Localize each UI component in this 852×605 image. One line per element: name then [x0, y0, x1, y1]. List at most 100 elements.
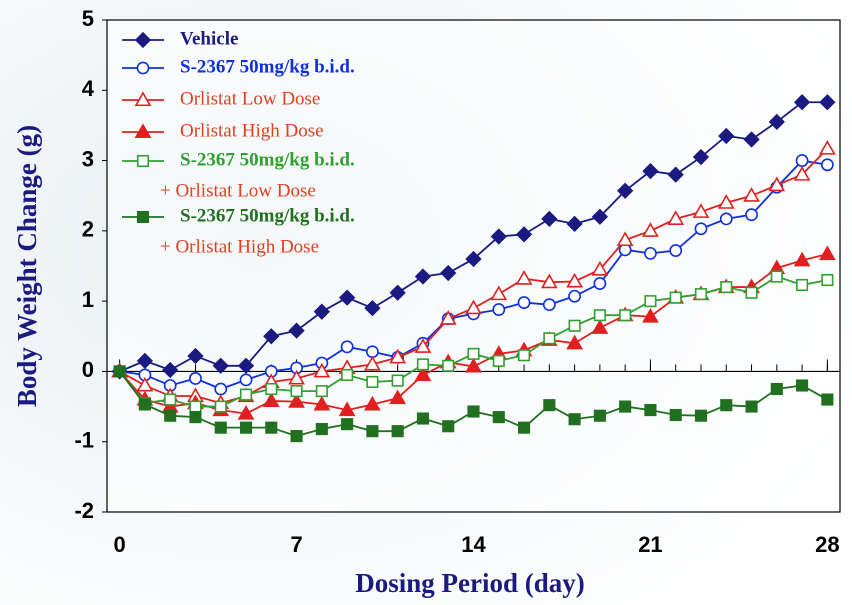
x-tick-label: 0	[114, 532, 126, 557]
marker	[467, 347, 480, 360]
y-axis-title: Body Weight Change (g)	[12, 125, 42, 407]
marker	[439, 310, 457, 325]
marker	[364, 355, 381, 371]
marker	[262, 392, 280, 407]
marker	[416, 358, 429, 371]
marker	[288, 369, 305, 385]
marker	[214, 421, 227, 434]
marker	[543, 332, 556, 345]
marker	[593, 277, 607, 290]
marker	[642, 307, 659, 323]
marker	[465, 299, 482, 315]
marker	[313, 362, 331, 378]
marker	[290, 385, 303, 398]
marker	[518, 421, 531, 434]
marker	[793, 94, 811, 111]
y-tick-label: 0	[82, 357, 94, 382]
y-tick-label: 1	[82, 287, 94, 312]
marker	[617, 182, 634, 199]
marker	[745, 400, 758, 413]
marker	[265, 421, 278, 434]
marker	[616, 231, 634, 247]
marker	[743, 131, 760, 148]
x-axis-title: Dosing Period (day)	[355, 568, 585, 598]
marker	[389, 348, 407, 364]
marker	[768, 176, 786, 192]
marker	[214, 400, 227, 413]
marker	[793, 166, 811, 181]
marker	[591, 319, 609, 334]
marker	[136, 352, 154, 370]
marker	[593, 409, 606, 422]
marker	[490, 285, 508, 301]
marker	[669, 408, 682, 422]
marker	[239, 373, 253, 387]
marker	[189, 372, 202, 385]
marker	[315, 423, 328, 436]
marker	[821, 274, 834, 287]
marker	[593, 309, 606, 322]
marker	[414, 268, 432, 285]
marker	[543, 399, 556, 412]
marker	[134, 123, 152, 139]
marker	[718, 127, 735, 145]
marker	[214, 382, 228, 396]
marker	[341, 418, 354, 431]
marker	[770, 382, 783, 396]
marker	[818, 245, 836, 261]
marker	[136, 154, 150, 168]
x-tick-label: 21	[638, 532, 662, 557]
marker	[566, 334, 583, 350]
marker	[391, 374, 404, 387]
marker	[212, 357, 229, 374]
marker	[619, 309, 632, 322]
x-tick-label: 14	[461, 532, 486, 557]
y-tick-label: 3	[82, 146, 94, 171]
marker	[313, 395, 331, 411]
marker	[288, 393, 305, 408]
marker	[796, 379, 809, 392]
marker	[136, 376, 154, 392]
y-tick-label: 2	[82, 217, 94, 242]
marker	[138, 398, 151, 411]
marker	[442, 420, 455, 433]
marker	[821, 393, 834, 406]
marker	[313, 303, 330, 320]
legend-label: + Orlistat Low Dose	[160, 180, 316, 201]
marker	[391, 425, 404, 438]
marker	[669, 244, 683, 257]
marker	[568, 289, 582, 303]
marker	[644, 246, 657, 260]
marker	[719, 212, 733, 226]
marker	[315, 385, 328, 398]
marker	[515, 270, 533, 285]
marker	[239, 421, 253, 434]
marker	[642, 162, 659, 180]
marker	[667, 210, 685, 225]
x-tick-label: 28	[815, 532, 839, 557]
marker	[340, 340, 354, 354]
marker	[644, 404, 657, 417]
marker	[492, 354, 505, 367]
marker	[366, 375, 379, 389]
marker	[694, 222, 708, 236]
marker	[745, 208, 758, 222]
x-tick-label: 7	[290, 532, 302, 557]
marker	[518, 349, 531, 362]
marker	[164, 409, 177, 422]
marker	[442, 359, 455, 372]
marker	[263, 328, 280, 345]
marker	[189, 411, 202, 424]
marker	[265, 382, 278, 396]
marker	[338, 401, 356, 417]
legend-label: Vehicle	[180, 28, 238, 49]
marker	[134, 91, 152, 107]
marker	[492, 411, 505, 424]
marker	[134, 31, 152, 49]
marker	[568, 319, 581, 332]
marker	[541, 210, 558, 228]
legend-label: S-2367 50mg/kg b.i.d.	[180, 56, 355, 77]
marker	[692, 148, 710, 166]
marker	[239, 388, 253, 401]
